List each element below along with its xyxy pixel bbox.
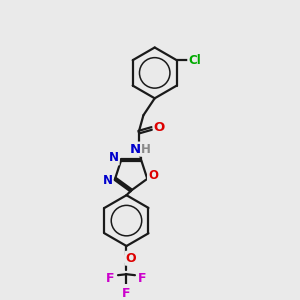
Text: N: N [109,152,119,164]
Text: O: O [126,252,136,265]
Text: N: N [129,142,140,156]
Text: F: F [122,287,131,300]
Text: F: F [106,272,115,285]
Text: N: N [103,174,112,187]
Text: F: F [138,272,147,285]
Text: O: O [148,169,158,182]
Text: Cl: Cl [188,54,201,67]
Text: H: H [141,142,151,156]
Text: O: O [154,121,165,134]
